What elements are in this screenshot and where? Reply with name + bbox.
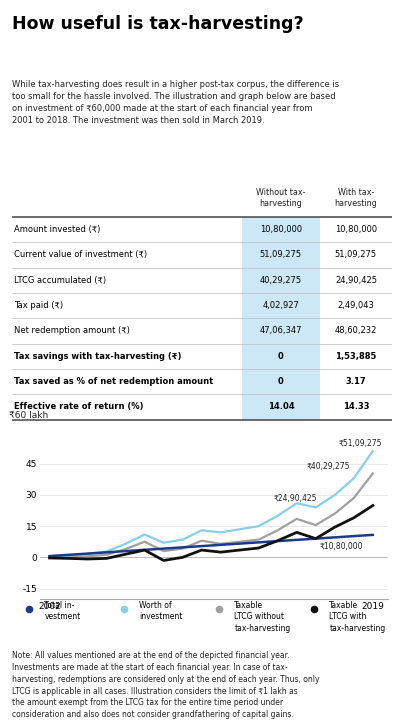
Text: 0: 0 — [278, 377, 284, 386]
Text: 51,09,275: 51,09,275 — [260, 250, 302, 259]
Bar — [242, 217, 320, 242]
Text: Tax paid (₹): Tax paid (₹) — [14, 301, 63, 310]
Text: 1,53,885: 1,53,885 — [335, 352, 376, 361]
Text: 48,60,232: 48,60,232 — [335, 327, 377, 335]
Bar — [242, 293, 320, 318]
Text: Taxable
LTCG without
tax-harvesting: Taxable LTCG without tax-harvesting — [234, 601, 290, 632]
Text: ₹40,29,275: ₹40,29,275 — [306, 462, 350, 471]
Bar — [242, 318, 320, 343]
Text: 2,49,043: 2,49,043 — [338, 301, 374, 310]
Text: 51,09,275: 51,09,275 — [335, 250, 377, 259]
Text: Net redemption amount (₹): Net redemption amount (₹) — [14, 327, 130, 335]
Text: 47,06,347: 47,06,347 — [260, 327, 302, 335]
Text: Tax savings with tax-harvesting (₹): Tax savings with tax-harvesting (₹) — [14, 352, 182, 361]
Text: 14.04: 14.04 — [268, 402, 294, 412]
Text: Without tax-
harvesting: Without tax- harvesting — [256, 188, 306, 208]
Text: 4,02,927: 4,02,927 — [262, 301, 299, 310]
Text: 0: 0 — [278, 352, 284, 361]
Bar — [242, 343, 320, 369]
Text: With tax-
harvesting: With tax- harvesting — [334, 188, 377, 208]
Text: ₹10,80,000: ₹10,80,000 — [320, 542, 363, 551]
Text: While tax-harvesting does result in a higher post-tax corpus, the difference is
: While tax-harvesting does result in a hi… — [12, 80, 339, 126]
Text: Taxable
LTCG with
tax-harvesting: Taxable LTCG with tax-harvesting — [329, 601, 386, 632]
Text: How useful is tax-harvesting?: How useful is tax-harvesting? — [12, 15, 304, 33]
Text: Current value of investment (₹): Current value of investment (₹) — [14, 250, 147, 259]
Text: 40,29,275: 40,29,275 — [260, 276, 302, 285]
Text: Tax saved as % of net redemption amount: Tax saved as % of net redemption amount — [14, 377, 213, 386]
Text: Note: All values mentioned are at the end of the depicted financial year.
Invest: Note: All values mentioned are at the en… — [12, 651, 320, 719]
Text: ₹24,90,425: ₹24,90,425 — [274, 494, 318, 503]
Text: ₹51,09,275: ₹51,09,275 — [338, 439, 382, 448]
Text: ₹60 lakh: ₹60 lakh — [9, 411, 48, 420]
Text: 10,80,000: 10,80,000 — [260, 225, 302, 234]
Text: 14.33: 14.33 — [343, 402, 369, 412]
Text: Effective rate of return (%): Effective rate of return (%) — [14, 402, 144, 412]
Text: 10,80,000: 10,80,000 — [335, 225, 377, 234]
Text: Worth of
investment: Worth of investment — [139, 601, 183, 621]
Text: 24,90,425: 24,90,425 — [335, 276, 377, 285]
Text: Amount invested (₹): Amount invested (₹) — [14, 225, 100, 234]
Text: Total in-
vestment: Total in- vestment — [44, 601, 80, 621]
Text: LTCG accumulated (₹): LTCG accumulated (₹) — [14, 276, 106, 285]
Text: 3.17: 3.17 — [346, 377, 366, 386]
Bar — [242, 268, 320, 293]
Bar — [242, 369, 320, 394]
Bar — [242, 394, 320, 420]
Bar — [242, 242, 320, 268]
